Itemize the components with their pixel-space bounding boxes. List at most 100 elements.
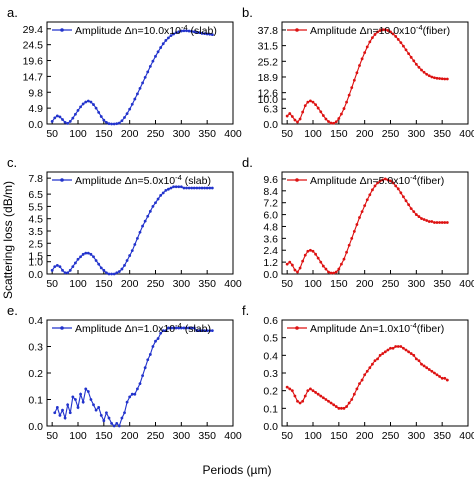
data-point <box>298 117 302 121</box>
data-point <box>169 34 173 37</box>
data-point <box>324 267 328 271</box>
data-point <box>146 358 150 362</box>
data-point <box>306 100 310 104</box>
data-point <box>394 184 398 188</box>
data-point <box>81 252 85 256</box>
y-tick-label: 9.6 <box>263 174 278 186</box>
data-point <box>319 394 323 398</box>
data-point <box>337 406 341 410</box>
data-point <box>334 120 338 124</box>
data-point <box>417 215 421 218</box>
data-point <box>185 29 188 33</box>
data-point <box>177 185 181 189</box>
data-point <box>133 243 137 246</box>
data-point <box>340 406 343 410</box>
data-point <box>417 65 421 69</box>
data-point <box>417 359 421 363</box>
data-point <box>352 230 356 233</box>
y-tick-label: 0.0 <box>28 421 43 433</box>
y-tick-label: 2.5 <box>28 238 43 250</box>
y-tick-label: 0.0 <box>263 119 278 131</box>
legend-label-base: Amplitude Δn=1.0x10 <box>75 323 175 335</box>
data-point <box>332 271 336 275</box>
data-point <box>105 271 108 275</box>
y-tick-label: 4.9 <box>28 103 43 115</box>
data-point <box>99 115 103 118</box>
legend-label: Amplitude Δn=1.0x10-4(fiber) <box>310 321 444 335</box>
data-point <box>301 399 305 403</box>
data-point <box>438 375 441 378</box>
data-point <box>389 179 392 183</box>
data-point <box>99 414 103 417</box>
data-point <box>402 44 405 48</box>
series-line <box>51 30 213 125</box>
data-point <box>203 186 206 190</box>
x-tick-label: 100 <box>69 128 87 140</box>
data-point <box>440 221 444 224</box>
y-tick-label: 6.3 <box>263 103 278 115</box>
data-point <box>115 122 119 126</box>
data-point <box>76 109 80 112</box>
data-point <box>205 329 209 332</box>
x-tick-label: 400 <box>459 128 474 140</box>
data-point <box>371 188 374 192</box>
data-point <box>296 399 299 403</box>
y-tick-label: 3.6 <box>263 233 278 245</box>
data-point <box>120 267 124 271</box>
data-point <box>363 204 367 208</box>
data-point <box>293 394 297 398</box>
x-tick-label: 400 <box>224 128 242 140</box>
data-point <box>167 187 170 191</box>
data-point <box>324 398 328 401</box>
x-tick-label: 200 <box>356 278 374 290</box>
data-point <box>386 29 390 32</box>
data-point <box>365 198 369 202</box>
data-point <box>115 421 119 425</box>
data-point <box>123 411 126 415</box>
data-point <box>402 195 405 199</box>
legend-label-base: Amplitude Δn=10.0x10 <box>75 25 181 37</box>
data-point <box>290 263 294 267</box>
data-point <box>174 326 178 330</box>
data-point <box>378 179 382 183</box>
x-tick-label: 150 <box>95 128 113 140</box>
data-point <box>334 270 338 274</box>
data-point <box>141 374 144 378</box>
data-point <box>151 345 155 348</box>
y-tick-label: 0.0 <box>263 421 278 433</box>
data-point <box>148 209 152 213</box>
data-point <box>303 104 307 107</box>
data-point <box>381 352 385 355</box>
data-point <box>84 251 88 255</box>
data-point <box>161 42 165 46</box>
data-point <box>198 329 201 332</box>
data-point <box>293 268 297 272</box>
data-point <box>399 191 403 195</box>
panel-letter: a. <box>7 5 18 20</box>
legend-label-exponent: -4 <box>410 173 417 182</box>
data-point <box>110 122 113 126</box>
x-tick-label: 250 <box>382 278 400 290</box>
data-point <box>314 103 317 106</box>
data-point <box>138 230 142 234</box>
data-point <box>94 259 98 262</box>
data-point <box>58 115 62 119</box>
x-tick-label: 150 <box>330 128 348 140</box>
data-point <box>371 362 374 366</box>
data-point <box>319 110 323 114</box>
legend-label-base: Amplitude Δn=5.0x10 <box>310 175 410 187</box>
data-point <box>128 395 132 399</box>
data-point <box>58 265 62 269</box>
data-point <box>337 267 341 271</box>
legend-label-suffix: (fiber) <box>417 323 444 335</box>
data-point <box>414 357 418 361</box>
data-point <box>332 121 336 125</box>
x-tick-label: 350 <box>433 128 451 140</box>
data-point <box>192 186 196 190</box>
data-point <box>373 33 377 36</box>
data-point <box>301 110 305 114</box>
legend-label-suffix: (fiber) <box>423 25 450 37</box>
data-point <box>412 59 416 63</box>
data-point <box>327 120 330 123</box>
